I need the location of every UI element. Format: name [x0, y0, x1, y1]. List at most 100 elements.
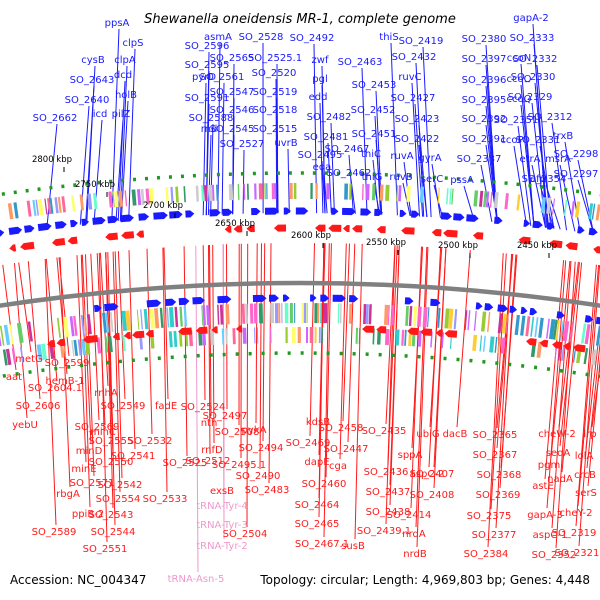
cog-stripe: [297, 326, 301, 343]
cog-stripe: [546, 197, 552, 214]
cog-stripe: [417, 306, 422, 327]
cog-stripe: [269, 327, 272, 344]
reverse-gene-arrow: [224, 225, 232, 233]
forward-gene-arrow: [520, 306, 528, 315]
forward-leader-line: [321, 160, 326, 214]
reverse-gene-label: SO_2549: [101, 401, 146, 412]
reverse-gene-arrow: [472, 232, 484, 240]
reverse-gene-arrow: [235, 325, 243, 333]
reverse-leader-line: [18, 262, 32, 353]
scale-tick-label: 2750 kbp: [75, 180, 115, 190]
forward-gene-label: asmA: [204, 32, 232, 43]
cog-stripe: [500, 337, 506, 354]
cog-stripe: [482, 335, 486, 352]
cog-stripe: [583, 347, 589, 365]
cog-stripe: [395, 329, 400, 346]
cog-stripe: [5, 348, 12, 366]
reverse-gene-label: kdsB: [306, 417, 330, 428]
forward-leader-line: [330, 122, 335, 214]
cog-stripe: [289, 182, 293, 199]
forward-gene-label: ruvC: [398, 72, 421, 83]
forward-gene-label: SO_2518: [253, 105, 298, 116]
cog-stripe: [390, 305, 395, 326]
reverse-leader-line: [385, 245, 396, 425]
reverse-gene-label: SO_2532: [128, 436, 173, 447]
reverse-leader-line: [59, 257, 71, 488]
forward-gene-label: SO_2527: [220, 139, 265, 150]
reverse-gene-label: SO_2447: [324, 444, 369, 455]
forward-gene-arrow: [295, 207, 309, 215]
cog-stripe: [201, 305, 204, 326]
cog-stripe: [572, 346, 577, 363]
forward-leader-line: [221, 82, 225, 215]
cog-stripe: [504, 193, 509, 210]
cog-stripe: [168, 331, 173, 348]
forward-leader-line: [275, 78, 278, 214]
forward-leader-line: [551, 122, 567, 231]
forward-gene-arrow: [360, 208, 372, 216]
reverse-leader-line: [561, 262, 583, 473]
cog-stripe: [408, 306, 413, 327]
forward-gene-arrow: [399, 209, 407, 218]
reverse-gene-arrow: [518, 236, 531, 245]
forward-gene-arrow: [497, 304, 509, 312]
cog-stripe: [413, 306, 418, 327]
reverse-gene-label: cga: [329, 461, 347, 472]
reverse-leader-line: [555, 261, 576, 549]
cog-stripe: [86, 314, 92, 335]
cog-stripe: [278, 303, 281, 324]
forward-gene-label: SO_2545: [210, 124, 255, 135]
cog-stripe: [122, 334, 126, 352]
cog-stripe: [289, 302, 293, 323]
forward-gene-label: SO_2397: [462, 54, 507, 65]
reverse-leader-line: [585, 322, 600, 450]
feature-stripes-inner: [0, 302, 600, 347]
forward-gene-arrow: [349, 295, 359, 303]
forward-leader-line: [577, 159, 595, 235]
reverse-leader-line: [354, 243, 363, 540]
forward-gene-label: SO_2333: [510, 33, 555, 44]
forward-gene-arrow: [475, 302, 483, 310]
cog-stripe: [284, 303, 289, 324]
cog-stripe: [563, 199, 568, 216]
forward-gene-label: SO_2640: [65, 95, 110, 106]
forward-gene-label: SO_2427: [391, 93, 436, 104]
forward-gene-label: holB: [115, 90, 137, 101]
cog-stripe: [595, 325, 600, 346]
forward-gene-arrow: [185, 210, 195, 218]
forward-gene-arrow: [209, 209, 221, 217]
reverse-gene-label: SO_2550: [89, 457, 134, 468]
reverse-gene-label: exsB: [210, 486, 234, 497]
cog-stripe: [215, 184, 219, 201]
forward-gene-label: SO_2482: [307, 112, 352, 123]
cog-stripe: [404, 329, 407, 346]
forward-gene-arrow: [37, 222, 52, 232]
cog-stripe: [534, 317, 539, 338]
cog-stripe: [387, 305, 390, 326]
cog-stripe: [2, 349, 8, 366]
reverse-gene-arrow: [342, 225, 350, 233]
forward-gene-label: SO_2591: [185, 93, 230, 104]
cog-stripe: [419, 186, 425, 203]
forward-gene-arrow: [153, 211, 168, 220]
forward-gene-arrow: [93, 304, 102, 313]
cog-stripe: [206, 305, 211, 326]
scale-tick-label: 2800 kbp: [32, 155, 72, 165]
reverse-gene-arrow: [233, 225, 243, 233]
forward-gene-arrow: [584, 315, 594, 323]
cog-stripe: [27, 321, 33, 342]
cog-stripe: [339, 303, 342, 324]
reverse-gene-label: SO_2408: [410, 490, 455, 501]
cog-stripe: [264, 183, 266, 200]
reverse-gene-label: ppiB-2: [72, 509, 104, 520]
cog-stripe: [202, 305, 206, 326]
reverse-gene-arrow: [136, 230, 145, 238]
cog-stripe: [497, 313, 503, 334]
reverse-gene-label: minD: [76, 446, 103, 457]
reverse-gene-label: SO_2321: [555, 548, 600, 559]
cog-stripe: [591, 349, 598, 366]
reverse-gene-label: SO_2524: [181, 402, 226, 413]
cog-stripe: [16, 322, 24, 344]
forward-gene-arrow: [70, 219, 78, 228]
